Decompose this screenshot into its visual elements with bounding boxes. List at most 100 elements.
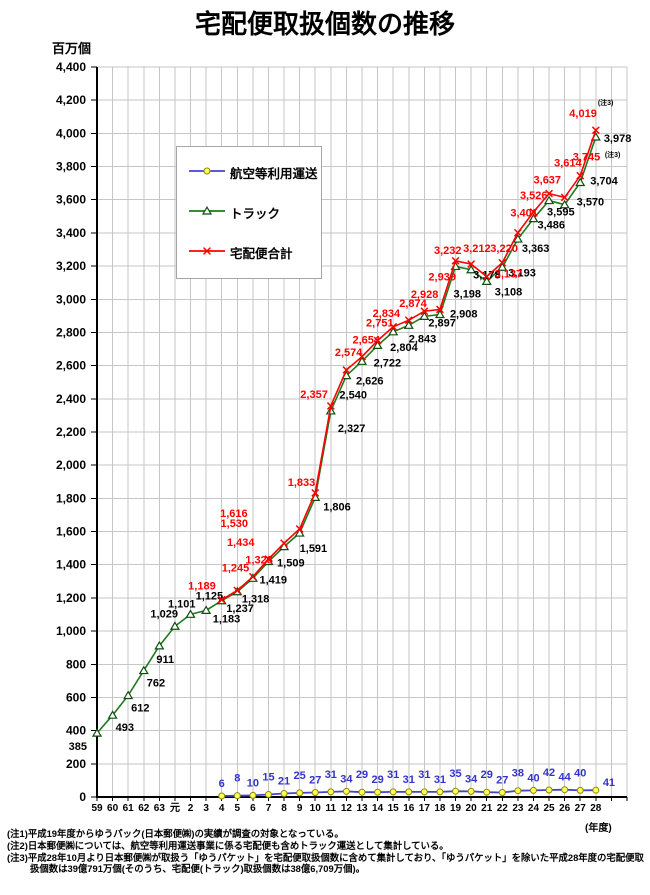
truck-data-label: 2,843 (409, 333, 437, 345)
y-tick-label: 3,600 (56, 193, 86, 207)
circle-marker-icon (188, 164, 226, 181)
x-tick-label: 61 (123, 803, 135, 814)
air-data-label: 42 (543, 767, 555, 779)
total-data-label: 2,939 (428, 271, 456, 283)
truck-data-label: 3,570 (577, 197, 605, 209)
air-data-label: 31 (387, 769, 399, 781)
x-marker-icon (280, 539, 288, 548)
triangle-marker-icon (201, 605, 212, 614)
y-tick-label: 1,000 (56, 624, 86, 638)
x-tick-label: 23 (512, 803, 524, 814)
circle-marker-icon (280, 790, 288, 798)
x-tick-label: 13 (356, 803, 368, 814)
triangle-marker-icon (419, 311, 430, 320)
circle-marker-icon (233, 792, 241, 800)
x-tick-label: 16 (403, 803, 415, 814)
total-data-label: 3,401 (510, 208, 538, 220)
truck-note-ref-label: (注3) (605, 150, 621, 159)
circle-marker-icon (592, 786, 600, 794)
triangle-marker-icon (356, 356, 368, 365)
x-axis-unit-label: (年度) (585, 823, 612, 834)
x-tick-label: 15 (388, 803, 400, 814)
x-tick-label: 28 (590, 803, 602, 814)
footnotes: (注1)平成19年度からゆうパック(日本郵便㈱)の実績が調査の対象となっている。… (7, 828, 647, 875)
y-tick-label: 0 (79, 790, 86, 804)
legend-label-total: 宅配便合計 (230, 247, 293, 262)
total-data-label: 1,328 (245, 555, 273, 567)
triangle-marker-icon (138, 665, 149, 675)
y-tick-label: 2,400 (56, 392, 86, 406)
total-data-label: 3,212 (463, 243, 491, 255)
x-tick-label: 6 (250, 803, 256, 814)
x-tick-label: 8 (281, 803, 287, 814)
y-axis-unit-label: 百万個 (52, 41, 92, 56)
x-marker-icon (436, 305, 444, 314)
legend-item-truck: トラック (188, 203, 319, 222)
y-tick-label: 4,400 (56, 60, 86, 74)
x-tick-label: 22 (497, 803, 509, 814)
footnote-3: (注3)平成28年10月より日本郵便㈱が取扱う「ゆうパケット」を宅配便取扱個数に… (7, 851, 644, 863)
circle-marker-icon (249, 791, 257, 799)
truck-data-label: 2,327 (338, 423, 366, 435)
x-tick-label: 3 (203, 803, 209, 814)
circle-marker-icon (389, 788, 397, 796)
air-data-label: 31 (403, 774, 415, 786)
x-marker-icon (404, 316, 413, 325)
triangle-marker-icon (91, 728, 103, 737)
truck-data-label: 1,125 (196, 590, 224, 602)
triangle-marker-icon (201, 206, 213, 215)
total-data-label: 3,137 (495, 269, 523, 281)
circle-marker-icon (420, 788, 428, 796)
truck-data-label: 1,509 (277, 558, 305, 570)
x-marker-icon (560, 193, 569, 202)
truck-data-label: 2,804 (390, 342, 418, 354)
x-marker-icon (576, 171, 585, 180)
circle-marker-icon (203, 167, 211, 175)
circle-marker-icon (296, 789, 304, 797)
x-tick-label: 14 (372, 803, 384, 814)
x-marker-icon (591, 126, 600, 135)
y-tick-label: 2,200 (56, 425, 86, 439)
x-marker-icon (451, 256, 460, 265)
footnote-3-continued: 扱個数は39億791万個(そのうち、宅配便(トラック)取扱個数は38億6,709… (30, 863, 365, 875)
triangle-marker-icon (188, 204, 226, 221)
triangle-marker-icon (512, 234, 523, 243)
air-data-label: 29 (371, 774, 383, 786)
air-data-label: 35 (449, 768, 461, 780)
air-data-label: 31 (325, 769, 337, 781)
x-marker-icon (264, 555, 273, 564)
x-tick-label: 9 (297, 803, 303, 814)
air-data-label: 31 (434, 774, 446, 786)
air-data-label: 27 (496, 775, 508, 787)
legend-x-marker (189, 247, 225, 256)
x-marker-icon (342, 366, 351, 374)
total-data-label: 2,834 (373, 308, 401, 320)
air-data-label: 31 (418, 769, 430, 781)
x-tick-label: 24 (528, 803, 540, 814)
y-tick-label: 3,200 (56, 259, 86, 273)
total-note-ref-label: (注3) (598, 98, 614, 107)
truck-data-label: 1,237 (226, 603, 254, 615)
triangle-marker-icon (434, 309, 445, 319)
y-tick-label: 2,800 (56, 325, 86, 339)
x-marker-icon (233, 586, 242, 595)
x-tick-label: 60 (107, 803, 119, 814)
truck-data-label: 385 (69, 741, 87, 753)
x-marker-icon (295, 524, 304, 533)
triangle-marker-icon (559, 199, 570, 209)
air-data-label: 29 (356, 769, 368, 781)
x-tick-label: 25 (543, 803, 555, 814)
y-tick-label: 3,000 (56, 292, 86, 306)
x-marker-icon (513, 228, 522, 237)
triangle-marker-icon (481, 276, 492, 285)
total-data-label: 3,637 (534, 175, 562, 187)
x-tick-label: 62 (138, 803, 150, 814)
total-data-label: 1,434 (227, 537, 255, 549)
x-marker-icon (467, 260, 476, 269)
triangle-marker-icon (372, 340, 383, 349)
x-marker-icon (358, 352, 366, 361)
circle-marker-icon (218, 792, 226, 800)
triangle-marker-icon (154, 640, 165, 650)
truck-data-label: 3,978 (604, 133, 632, 145)
